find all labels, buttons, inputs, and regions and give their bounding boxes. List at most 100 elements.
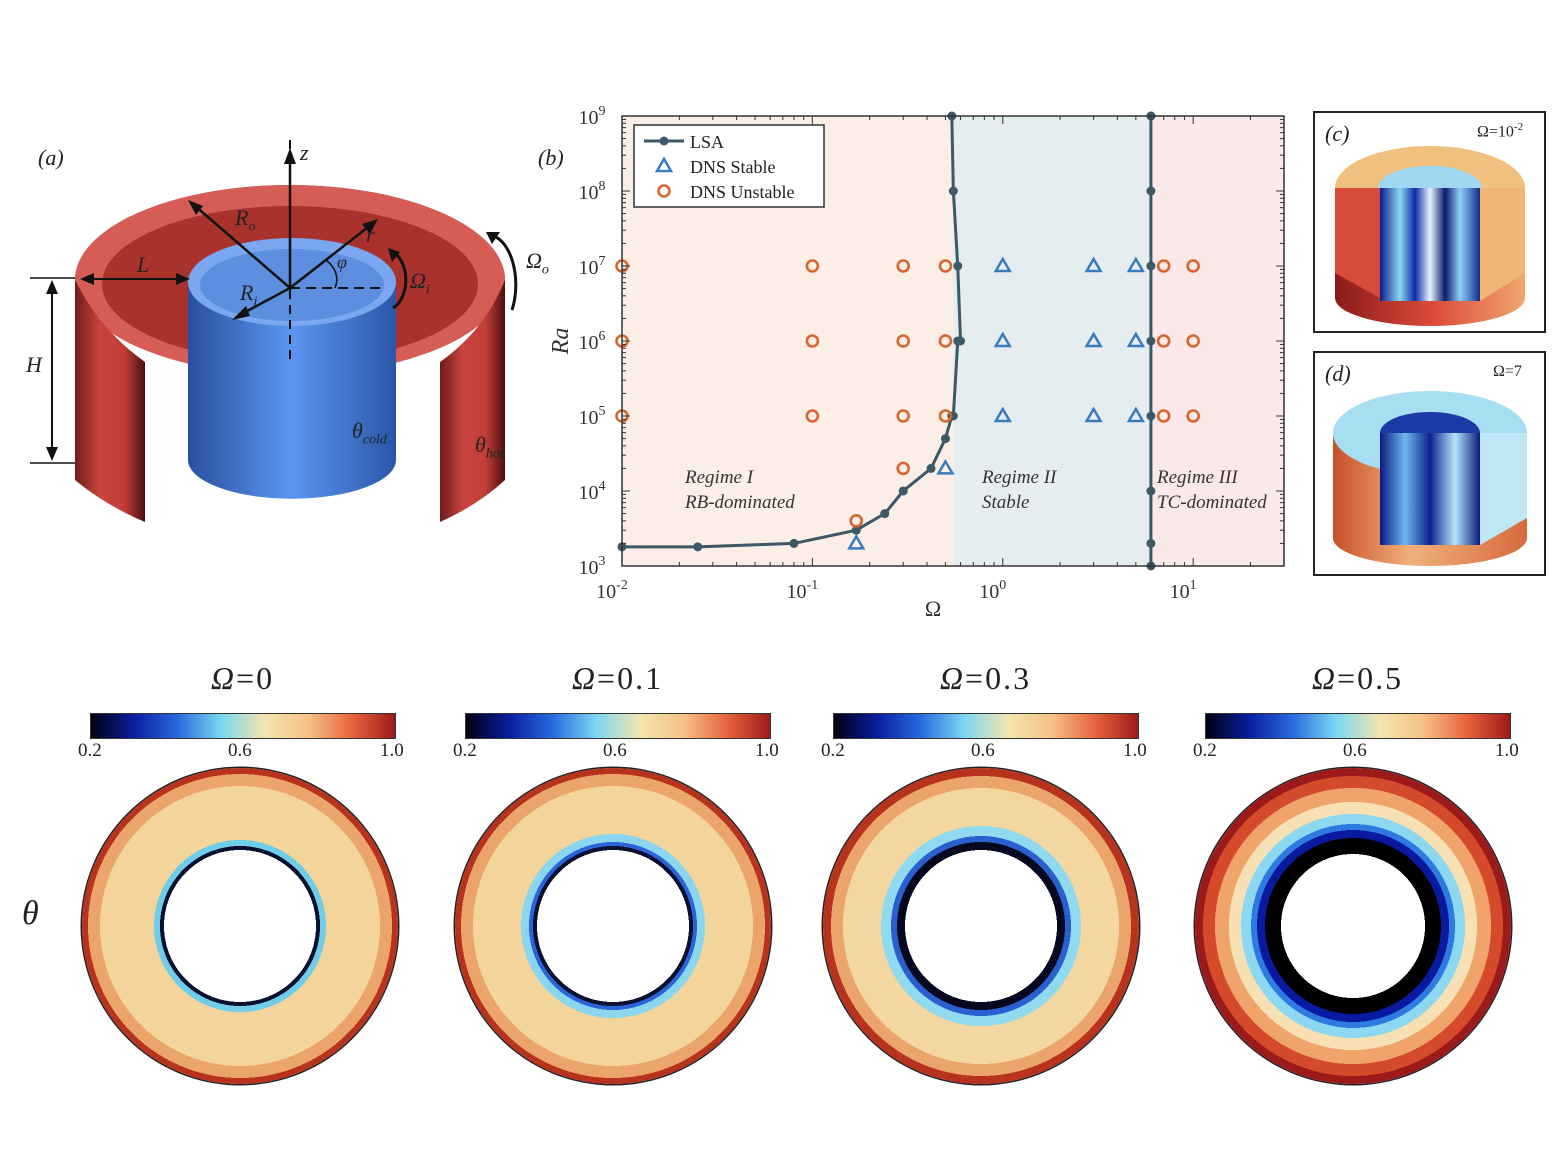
panel-b-chart: 10-2 10-1 100 101 103 104 105 106 107 108 109 Ω Ra Re… <box>548 104 1285 620</box>
regime-background-3 <box>1150 116 1284 566</box>
panel-d-cylinder <box>1333 391 1527 566</box>
outer-cylinder-right <box>440 280 505 522</box>
dns-stable-point <box>993 406 1012 423</box>
lsa-point <box>956 336 966 346</box>
lsa-point <box>1146 261 1156 271</box>
dns-stable-point <box>847 533 866 550</box>
lsa-point <box>898 486 908 496</box>
z-axis-label: z <box>300 140 309 165</box>
legend-entry: DNS Stable <box>690 157 776 177</box>
temperature-slice-2 <box>455 768 771 1084</box>
y-tick-label: 104 <box>579 479 606 504</box>
legend-stable-marker <box>654 156 674 173</box>
colorbar-4 <box>1205 713 1511 739</box>
regime-desc-1: RB-dominated <box>684 492 795 513</box>
panel-c-cylinder <box>1335 146 1525 326</box>
omega-title-4: Ω=0.5 <box>1311 660 1404 696</box>
dns-stable-point <box>1084 406 1103 423</box>
lsa-point <box>1146 186 1156 196</box>
temperature-slice-1 <box>82 768 398 1084</box>
lsa-point <box>940 434 950 444</box>
dns-unstable-point <box>1186 259 1200 273</box>
y-tick-label: 106 <box>579 329 606 354</box>
colorbar-tick-mid: 0.6 <box>228 740 252 761</box>
dns-unstable-point <box>896 334 911 348</box>
dns-unstable-point <box>896 409 911 423</box>
dns-stable-point <box>1126 331 1146 348</box>
dns-unstable-point <box>805 259 820 273</box>
panel-b-label: (b) <box>538 145 564 170</box>
dns-stable-point <box>993 256 1012 273</box>
dns-unstable-point <box>1156 334 1171 348</box>
dns-unstable-point <box>938 334 953 348</box>
colorbar-tick-min: 0.2 <box>821 740 845 761</box>
ro-label: Ro <box>235 205 256 235</box>
colorbar-tick-min: 0.2 <box>1193 740 1217 761</box>
panel-c-omega: Ω=10-2 <box>1477 121 1524 141</box>
dns-unstable-point <box>938 259 953 273</box>
dns-unstable-point <box>896 461 911 476</box>
dns-unstable-point <box>805 334 820 348</box>
y-axis-label: Ra <box>548 328 574 356</box>
x-tick-label: 100 <box>979 578 1006 603</box>
lsa-point <box>926 463 936 473</box>
regime-name-2: Regime II <box>981 467 1058 488</box>
omega-i-label: Ωi <box>410 268 430 298</box>
dns-stable-point <box>936 458 955 475</box>
l-label: L <box>137 252 150 277</box>
panel-c: (c) Ω=10-2 <box>1313 111 1546 333</box>
theta-hot-label: θhot <box>475 432 504 462</box>
x-tick-label: 10-1 <box>787 578 819 603</box>
dns-stable-point <box>1084 331 1103 348</box>
dns-stable-point <box>993 331 1012 348</box>
colorbar-tick-max: 1.0 <box>1495 740 1519 761</box>
legend-entry: DNS Unstable <box>690 182 795 202</box>
y-tick-label: 108 <box>579 179 606 204</box>
y-tick-label: 109 <box>579 104 606 129</box>
lsa-point <box>948 186 958 196</box>
lsa-point <box>851 525 861 535</box>
lsa-point <box>880 509 890 519</box>
lsa-point <box>1146 336 1156 346</box>
regime-name-1: Regime I <box>684 467 755 488</box>
lsa-point <box>789 538 799 548</box>
legend-unstable-marker <box>657 184 671 198</box>
regime-desc-3: TC-dominated <box>1157 492 1267 513</box>
omega-title-2: Ω=0.1 <box>571 660 664 696</box>
omega-title-1: Ω=0 <box>210 660 275 696</box>
dns-stable-point <box>1126 256 1146 273</box>
phi-label: φ <box>337 252 347 272</box>
legend-entry: LSA <box>690 132 724 152</box>
colorbar-tick-max: 1.0 <box>380 740 404 761</box>
dns-unstable-point <box>938 409 953 423</box>
theta-cold-label: θcold <box>352 418 387 448</box>
dns-unstable-point <box>896 259 911 273</box>
x-axis-label: Ω <box>925 596 941 620</box>
colorbar-3 <box>833 713 1139 739</box>
panel-a-label: (a) <box>38 145 64 170</box>
h-label: H <box>26 352 42 377</box>
colorbar-tick-mid: 0.6 <box>1343 740 1367 761</box>
omega-o-label: Ωo <box>526 248 549 278</box>
regime-background-2 <box>953 116 1151 566</box>
omega-title-3: Ω=0.3 <box>939 660 1032 696</box>
colorbar-tick-max: 1.0 <box>755 740 779 761</box>
colorbar-tick-max: 1.0 <box>1123 740 1147 761</box>
dns-unstable-point <box>1186 334 1200 348</box>
dns-unstable-point <box>1156 409 1171 423</box>
ri-label: Ri <box>240 280 258 310</box>
regime-name-3: Regime III <box>1156 467 1239 488</box>
y-tick-label: 107 <box>579 254 606 279</box>
colorbar-tick-mid: 0.6 <box>971 740 995 761</box>
legend-lsa-marker <box>659 136 669 146</box>
dns-unstable-point <box>1156 259 1171 273</box>
panel-d-label: (d) <box>1325 361 1351 386</box>
colorbar-2 <box>465 713 771 739</box>
x-tick-label: 10-2 <box>596 578 628 603</box>
regime-desc-2: Stable <box>982 492 1030 513</box>
dns-unstable-point <box>1186 409 1200 423</box>
y-tick-label: 105 <box>579 404 606 429</box>
temperature-slice-4 <box>1195 768 1511 1084</box>
colorbar-1 <box>90 713 396 739</box>
colorbar-tick-min: 0.2 <box>453 740 477 761</box>
